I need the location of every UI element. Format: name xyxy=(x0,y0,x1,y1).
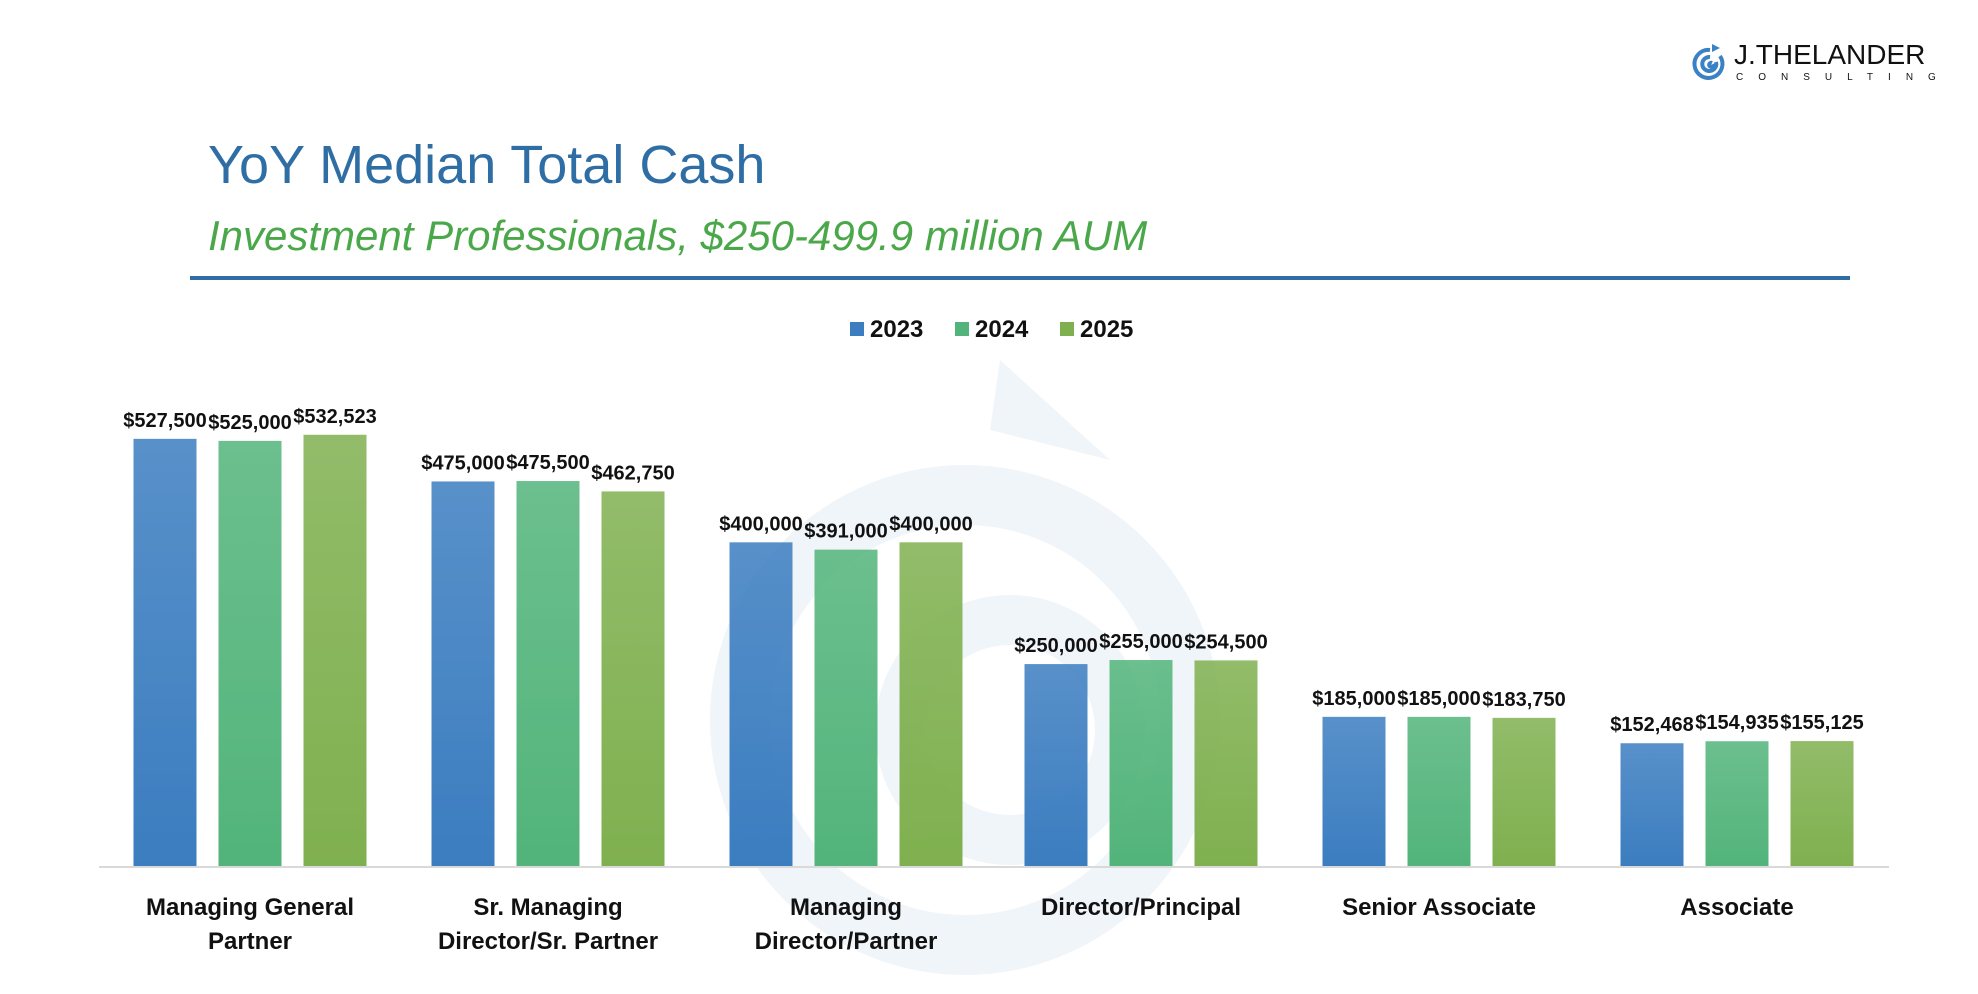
legend-swatch xyxy=(1060,322,1074,336)
bar-2024 xyxy=(814,549,878,867)
bar-2024 xyxy=(1109,660,1173,867)
data-label: $154,935 xyxy=(1695,712,1778,734)
bar-2023 xyxy=(1620,743,1684,867)
bar-2023 xyxy=(431,481,495,867)
bar-2024 xyxy=(1407,716,1471,867)
bar-2025 xyxy=(1194,660,1258,867)
bar-2023 xyxy=(133,438,197,867)
bar-2025 xyxy=(899,542,963,867)
title-divider xyxy=(190,276,1850,280)
data-label: $532,523 xyxy=(293,406,376,428)
company-logo: J.THELANDER CONSULTING xyxy=(1692,39,1951,83)
page-title: YoY Median Total Cash xyxy=(208,135,766,195)
bar-2025 xyxy=(1492,717,1556,867)
data-label: $155,125 xyxy=(1780,712,1863,734)
category-label: Director/Partner xyxy=(755,928,938,955)
legend-label: 2024 xyxy=(975,316,1029,343)
data-label: $254,500 xyxy=(1184,631,1267,653)
legend-swatch xyxy=(850,322,864,336)
data-label: $250,000 xyxy=(1014,635,1097,657)
legend-label: 2025 xyxy=(1080,316,1133,343)
bar-2024 xyxy=(516,481,580,867)
data-label: $152,468 xyxy=(1610,714,1693,736)
bar-2024 xyxy=(218,440,282,867)
data-label: $527,500 xyxy=(123,410,206,432)
category-label: Director/Sr. Partner xyxy=(438,928,658,955)
category-label: Senior Associate xyxy=(1342,894,1536,921)
data-label: $462,750 xyxy=(591,462,674,484)
data-label: $255,000 xyxy=(1099,631,1182,653)
chart-legend: 2023 2024 2025 xyxy=(850,316,1133,343)
category-label: Partner xyxy=(208,928,292,955)
legend-swatch xyxy=(955,322,969,336)
data-label: $183,750 xyxy=(1482,689,1565,711)
data-label: $185,000 xyxy=(1312,688,1395,710)
page-subtitle: Investment Professionals, $250-499.9 mil… xyxy=(208,212,1148,259)
bar-2023 xyxy=(1024,664,1088,867)
data-label: $400,000 xyxy=(889,513,972,535)
legend-label: 2023 xyxy=(870,316,923,343)
bar-2023 xyxy=(1322,716,1386,867)
bar-2024 xyxy=(1705,741,1769,867)
bar-2025 xyxy=(303,434,367,867)
data-label: $185,000 xyxy=(1397,688,1480,710)
data-label: $391,000 xyxy=(804,521,887,543)
bar-2025 xyxy=(601,491,665,867)
category-label: Managing General xyxy=(146,894,354,921)
spiral-logo-icon xyxy=(1692,44,1725,80)
logo-tagline: CONSULTING xyxy=(1736,72,1951,83)
category-label: Sr. Managing xyxy=(473,894,622,921)
data-label: $475,000 xyxy=(421,452,504,474)
data-label: $525,000 xyxy=(208,412,291,434)
bar-2025 xyxy=(1790,741,1854,867)
data-label: $400,000 xyxy=(719,513,802,535)
category-label: Associate xyxy=(1680,894,1793,921)
logo-wordmark: J.THELANDER xyxy=(1734,39,1925,70)
data-label: $475,500 xyxy=(506,452,589,474)
category-label: Managing xyxy=(790,894,902,921)
category-label: Director/Principal xyxy=(1041,894,1241,921)
bar-2023 xyxy=(729,542,793,867)
